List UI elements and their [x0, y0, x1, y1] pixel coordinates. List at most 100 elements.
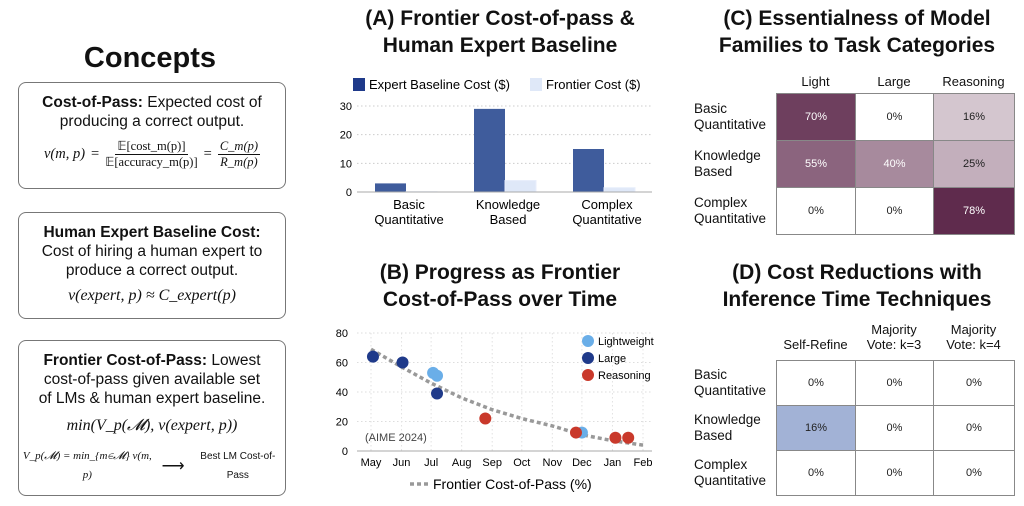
heatmap-row-label: Basic Quantitative: [694, 101, 766, 133]
panel-a-title-line-1: (A) Frontier Cost-of-pass &: [365, 7, 635, 30]
row-label-line: Complex: [694, 456, 748, 472]
data-point: [622, 431, 635, 444]
frontier-def: V_p(𝓜) = min_{m∈𝓜} v(m, p): [22, 450, 152, 481]
x-tick-label: Sep: [482, 457, 502, 469]
heatmap-cell: 0%: [776, 360, 856, 406]
cost-of-pass-term: Cost-of-Pass:: [42, 94, 143, 111]
heatmap-row-label: Complex Quantitative: [694, 457, 766, 489]
panel-c-title-line-2: Families to Task Categories: [718, 34, 996, 57]
row-label-line: Quantitative: [694, 382, 767, 398]
bar: [603, 187, 636, 193]
row-label-line: Quantitative: [694, 472, 767, 488]
column-header-line: Majority: [871, 322, 917, 337]
x-tick-label: Oct: [513, 457, 530, 469]
heatmap-column-header: Majority Vote: k=3: [855, 322, 933, 352]
bar: [504, 180, 537, 193]
x-tick-label: Quantitative: [374, 212, 443, 227]
frontier-formula: min(V_p(𝓜), v(expert, p)): [66, 417, 238, 434]
bar-chart-a: 0 10 20 30 Expert Baseline Cost ($) Frontier …: [340, 77, 652, 227]
concepts-title: Concepts: [83, 42, 217, 74]
heatmap-column-header: Majority Vote: k=4: [933, 322, 1014, 352]
frontier-box: Frontier Cost-of-Pass: Lowest cost-of-pa…: [18, 340, 286, 496]
heatmap-cell: 0%: [776, 450, 856, 496]
y-tick-label: 60: [336, 358, 348, 370]
column-header-line: Large: [877, 74, 911, 89]
heatmap-cell: 70%: [776, 93, 856, 141]
panel-c-title: (C) Essentialness of Model Families to T…: [690, 5, 1024, 59]
trend-legend-label: Frontier Cost-of-Pass (%): [433, 476, 592, 492]
row-label-line: Quantitative: [694, 210, 767, 226]
frontier-desc: Lowest: [207, 352, 261, 369]
panel-d-title-line-2: Inference Time Techniques: [722, 288, 992, 311]
eq-num-2: C_m(p): [217, 139, 261, 155]
panel-a-title: (A) Frontier Cost-of-pass & Human Expert…: [330, 5, 670, 59]
legend-marker: [582, 352, 594, 364]
column-header-line: Reasoning: [942, 74, 1005, 89]
frontier-def-label: Best LM Cost-of-Pass: [200, 451, 276, 481]
x-tick-label: May: [361, 457, 382, 469]
column-header-line: Self-Refine: [783, 337, 848, 352]
expert-baseline-desc-2: produce a correct output.: [65, 262, 239, 279]
x-tick-label: Quantitative: [572, 212, 641, 227]
annotation: (AIME 2024): [365, 432, 427, 444]
eq-lhs: v(m, p): [43, 146, 86, 162]
x-tick-label: Jul: [424, 457, 438, 469]
legend-label: Large: [598, 353, 626, 365]
y-tick-label: 40: [336, 387, 348, 399]
heatmap-column-header: Reasoning: [933, 74, 1014, 89]
panel-b-title-line-2: Cost-of-Pass over Time: [382, 288, 618, 311]
trend-line: [370, 347, 644, 447]
eq-num-1: 𝔼[cost_m(p)]: [115, 139, 188, 155]
heatmap-column-header: Self-Refine: [776, 337, 855, 352]
eq-fraction-2: C_m(p) R_m(p): [217, 139, 261, 170]
x-tick-label: Based: [490, 212, 527, 227]
legend-label: Lightweight: [598, 336, 654, 348]
data-point: [431, 387, 444, 400]
heatmap-column-header: Large: [855, 74, 933, 89]
x-tick-label: Dec: [572, 457, 592, 469]
eq-fraction-1: 𝔼[cost_m(p)] 𝔼[accuracy_m(p)]: [105, 139, 197, 170]
row-label-line: Quantitative: [694, 116, 767, 132]
expert-baseline-formula: v(expert, p) ≈ C_expert(p): [68, 287, 236, 304]
heatmap-cell: 0%: [933, 450, 1015, 496]
legend-marker: [582, 369, 594, 381]
column-header-line: Light: [801, 74, 830, 89]
heatmap-cell: 40%: [855, 140, 934, 188]
data-point: [479, 412, 492, 425]
x-tick-label: Nov: [543, 457, 563, 469]
y-tick-label: 20: [340, 130, 352, 142]
bar: [573, 149, 604, 192]
column-header-line: Majority: [950, 322, 997, 337]
heatmap-row-label: Knowledge Based: [694, 412, 761, 444]
cost-of-pass-box: Cost-of-Pass: Expected cost of producing…: [18, 82, 286, 189]
heatmap-cell: 16%: [776, 405, 856, 451]
panel-b-title: (B) Progress as Frontier Cost-of-Pass ov…: [330, 259, 670, 313]
x-tick-label: Aug: [452, 457, 472, 469]
x-tick-label: Knowledge: [476, 197, 540, 212]
x-tick-label: Feb: [634, 457, 653, 469]
heatmap-cell: 55%: [776, 140, 856, 188]
heatmap-cell: 0%: [855, 93, 934, 141]
cost-of-pass-equation: v(m, p) = 𝔼[cost_m(p)] 𝔼[accuracy_m(p)] =…: [19, 139, 285, 170]
y-tick-label: 80: [336, 328, 348, 340]
legend-marker: [582, 335, 594, 347]
heatmap-cell: 0%: [855, 187, 934, 235]
expert-baseline-box: Human Expert Baseline Cost: Cost of hiri…: [18, 212, 286, 319]
row-label-line: Knowledge: [694, 147, 761, 163]
y-tick-label: 0: [346, 187, 352, 199]
legend-label: Expert Baseline Cost ($): [369, 77, 510, 92]
heatmap-cell: 0%: [855, 405, 934, 451]
data-point: [366, 350, 379, 363]
eq-sign-2: =: [203, 146, 212, 162]
x-tick-label: Complex: [581, 197, 633, 212]
row-label-line: Based: [694, 427, 733, 443]
heatmap-cell: 16%: [933, 93, 1015, 141]
x-tick-label: Basic: [393, 197, 425, 212]
bar: [375, 183, 406, 192]
y-tick-label: 20: [336, 417, 348, 429]
row-label-line: Based: [694, 163, 733, 179]
row-label-line: Complex: [694, 194, 748, 210]
panel-d-title: (D) Cost Reductions with Inference Time …: [690, 259, 1024, 313]
data-point: [396, 356, 409, 369]
data-point: [609, 431, 622, 444]
